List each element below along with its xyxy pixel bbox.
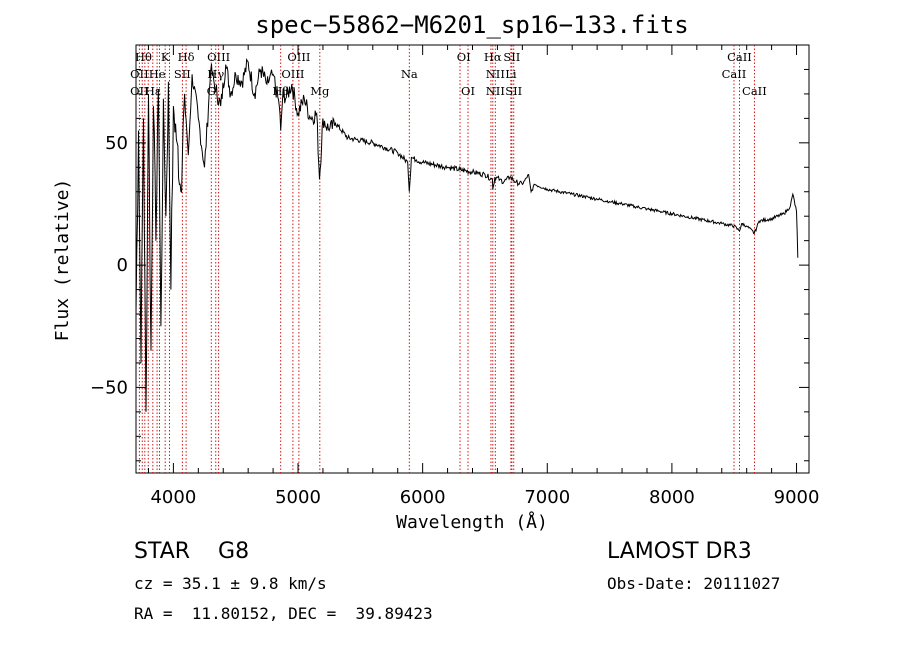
line-label: Hδ (178, 50, 195, 64)
line-label: OII (130, 84, 149, 98)
line-label: OI (457, 50, 471, 64)
line-label: OI (461, 84, 475, 98)
class-value: STAR (134, 539, 191, 564)
x-axis-label: Wavelength (Å) (396, 511, 548, 533)
subclass-value: G8 (218, 539, 250, 564)
x-tick-label: 9000 (774, 487, 820, 508)
object-class: STAR G8 (134, 539, 249, 564)
line-label: NII (486, 84, 505, 98)
emission-line-markers (138, 45, 755, 473)
x-tick-label: 8000 (649, 487, 695, 508)
axis-ticks: 4000 5000 6000 7000 8000 9000 50 0 −50 (90, 45, 819, 508)
obs-date: Obs-Date: 20111027 (607, 574, 781, 593)
line-label: CaII (742, 84, 767, 98)
line-label: OII (130, 67, 149, 81)
line-label: SII (505, 84, 522, 98)
y-tick-label: 50 (105, 133, 128, 154)
line-label: NII (486, 67, 505, 81)
line-label: OIII (287, 50, 310, 64)
redshift-cz: cz = 35.1 ± 9.8 km/s (134, 574, 327, 593)
line-label: SII (503, 50, 520, 64)
x-tick-label: 4000 (150, 487, 196, 508)
line-label: Mg (310, 84, 330, 98)
line-label: OIII (207, 50, 230, 64)
line-label: K (161, 50, 170, 64)
line-label: Hθ (135, 50, 152, 64)
line-label: SII (174, 67, 191, 81)
line-label: Hα (484, 50, 502, 64)
plot-frame (135, 44, 810, 474)
y-axis-label: Flux (relative) (52, 179, 73, 342)
line-label: He (149, 67, 166, 81)
line-label: CaII (722, 67, 747, 81)
y-tick-label: 0 (117, 255, 128, 276)
line-label: G (207, 84, 216, 98)
spectrum-plot: spec−55862−M6201_sp16−133.fits Hθ K Hδ OIII… (52, 11, 819, 533)
x-tick-label: 6000 (400, 487, 446, 508)
line-label: CaII (727, 50, 752, 64)
x-tick-label: 5000 (275, 487, 321, 508)
line-label: OIII (281, 67, 304, 81)
line-label: Na (401, 67, 418, 81)
ra-dec: RA = 11.80152, DEC = 39.89423 (134, 604, 433, 623)
y-tick-label: −50 (90, 377, 128, 398)
spectrum-line (135, 57, 799, 412)
chart-title: spec−55862−M6201_sp16−133.fits (255, 11, 688, 39)
x-tick-label: 7000 (524, 487, 570, 508)
line-label: Li (505, 67, 517, 81)
survey-name: LAMOST DR3 (607, 539, 752, 564)
